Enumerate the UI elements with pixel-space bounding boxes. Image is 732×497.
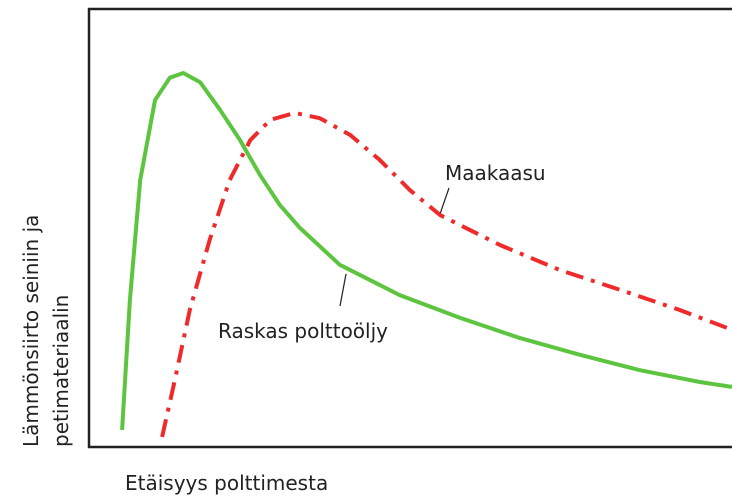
series-label: Maakaasu [445,161,546,185]
x-axis-label: Etäisyys polttimesta [125,471,328,495]
y-axis-label: Lämmönsiirto seiniin ja [19,215,43,447]
data-line [120,71,732,431]
series-label: Raskas polttoöljy [218,319,388,343]
data-line [160,110,732,438]
y-axis-label: petimateriaalin [49,295,73,447]
plot-frame [87,7,732,449]
leader-line [439,187,450,215]
leader-line [339,273,347,307]
